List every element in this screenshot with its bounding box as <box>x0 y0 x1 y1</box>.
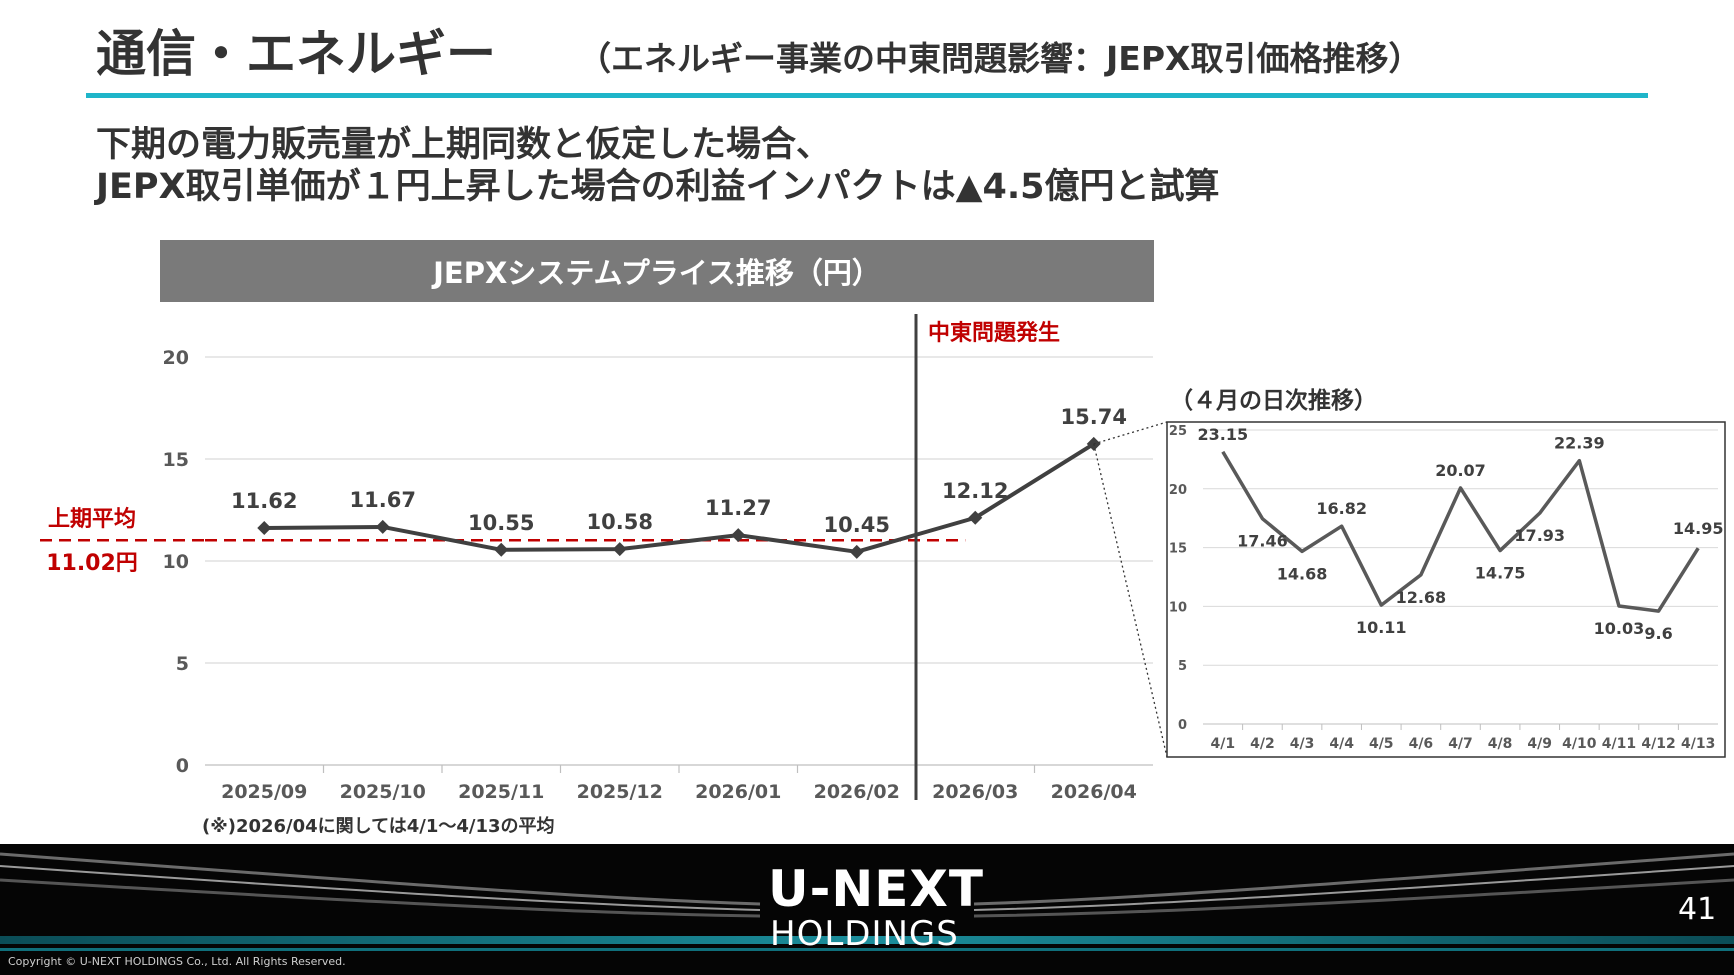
data-point-marker <box>375 519 390 534</box>
chart-banner: JEPXシステムプライス推移（円） <box>160 240 1154 302</box>
inset-x-tick-label: 4/7 <box>1448 736 1473 752</box>
data-label: 12.12 <box>942 479 1008 503</box>
page-number: 41 <box>1678 892 1717 927</box>
monthly-price-chart: 0 5 10 15 20 2025/09 2025/10 2025/11 2025/12 202… <box>40 314 1168 837</box>
page-title: 通信・エネルギー <box>96 25 496 83</box>
copyright-notice: Copyright © U-NEXT HOLDINGS Co., Ltd. Al… <box>8 955 346 968</box>
inset-x-tick-label: 4/8 <box>1488 736 1513 752</box>
title-underline <box>86 93 1648 98</box>
data-point-marker <box>257 520 272 535</box>
data-label: 11.27 <box>705 496 771 520</box>
daily-price-chart: （４月の日次推移） 0 5 10 15 20 25 4/1 4/2 4/3 4/4 4/5 4/6 4… <box>1166 387 1726 758</box>
x-tick-label: 2025/12 <box>577 781 663 803</box>
data-label: 11.67 <box>350 488 416 512</box>
inset-y-tick-label: 15 <box>1169 542 1187 557</box>
inset-y-tick-label: 0 <box>1178 718 1187 733</box>
inset-y-tick-label: 5 <box>1178 659 1187 674</box>
data-label: 10.45 <box>824 513 890 537</box>
data-label: 10.55 <box>468 511 534 535</box>
footer-band <box>0 844 1734 975</box>
inset-chart-title: （４月の日次推移） <box>1170 387 1377 414</box>
event-label: 中東問題発生 <box>928 321 1060 346</box>
inset-x-tick-label: 4/3 <box>1290 736 1315 752</box>
inset-series-line <box>1221 450 1700 613</box>
inset-data-label: 22.39 <box>1554 434 1605 453</box>
data-label: 11.62 <box>231 489 297 513</box>
inset-x-tick-label: 4/10 <box>1562 736 1597 752</box>
y-tick-label: 0 <box>176 755 189 777</box>
data-point-marker <box>968 510 983 525</box>
inset-data-label: 10.03 <box>1594 619 1645 638</box>
data-point-marker <box>849 544 864 559</box>
average-label: 上期平均 <box>48 506 136 532</box>
inset-x-tick-label: 4/12 <box>1641 736 1675 752</box>
inset-data-label: 20.07 <box>1435 461 1486 480</box>
inset-data-label: 23.15 <box>1198 425 1249 444</box>
inset-data-label: 17.46 <box>1237 532 1288 551</box>
inset-x-tick-label: 4/13 <box>1681 736 1715 752</box>
inset-data-label: 14.75 <box>1475 564 1526 583</box>
data-label: 15.74 <box>1061 405 1127 429</box>
x-tick-label: 2025/10 <box>340 781 426 803</box>
y-tick-label: 15 <box>163 449 189 471</box>
x-tick-label: 2026/04 <box>1051 781 1137 803</box>
inset-data-label: 14.68 <box>1277 564 1328 583</box>
inset-chart-frame <box>1166 421 1726 758</box>
inset-x-tick-label: 4/5 <box>1369 736 1394 752</box>
inset-y-tick-label: 25 <box>1169 424 1187 439</box>
inset-data-label: 10.11 <box>1356 618 1407 637</box>
x-tick-label: 2026/01 <box>695 781 781 803</box>
y-tick-label: 20 <box>163 347 189 369</box>
inset-y-tick-label: 20 <box>1169 483 1187 498</box>
chart-footnote: (※)2026/04に関しては4/1～4/13の平均 <box>202 815 555 837</box>
data-point-marker <box>612 542 627 557</box>
zoom-connector-bottom <box>1093 443 1168 758</box>
inset-data-label: 12.68 <box>1396 588 1447 607</box>
inset-x-tick-label: 4/1 <box>1211 736 1236 752</box>
company-logo-wordmark: U-NEXT <box>768 860 985 918</box>
inset-x-tick-label: 4/4 <box>1329 736 1354 752</box>
inset-data-label: 9.6 <box>1644 624 1672 643</box>
inset-x-tick-label: 4/6 <box>1409 736 1434 752</box>
data-label: 10.58 <box>587 510 653 534</box>
footer-decoration <box>0 852 1734 951</box>
inset-x-tick-label: 4/9 <box>1527 736 1552 752</box>
x-tick-label: 2026/03 <box>932 781 1018 803</box>
x-tick-label: 2026/02 <box>814 781 900 803</box>
y-tick-label: 10 <box>163 551 189 573</box>
headline-line-2: JEPX取引単価が１円上昇した場合の利益インパクトは▲4.5億円と試算 <box>96 167 1220 207</box>
inset-x-tick-label: 4/2 <box>1250 736 1275 752</box>
inset-x-tick-label: 4/11 <box>1602 736 1636 752</box>
page-subtitle: （エネルギー事業の中東問題影響：JEPX取引価格推移） <box>578 39 1422 78</box>
y-tick-label: 5 <box>176 653 189 675</box>
inset-data-label: 14.95 <box>1673 519 1724 538</box>
inset-data-label: 17.93 <box>1514 526 1565 545</box>
data-point-marker <box>731 528 746 543</box>
inset-y-tick-label: 10 <box>1169 600 1187 615</box>
x-tick-label: 2025/09 <box>221 781 307 803</box>
company-logo-subtext: HOLDINGS <box>770 914 959 954</box>
series-line <box>264 442 1095 554</box>
inset-data-label: 16.82 <box>1316 499 1367 518</box>
data-point-marker <box>494 542 509 557</box>
headline-line-1: 下期の電力販売量が上期同数と仮定した場合、 <box>96 125 832 165</box>
x-tick-label: 2025/11 <box>458 781 544 803</box>
average-value-label: 11.02円 <box>46 551 138 576</box>
